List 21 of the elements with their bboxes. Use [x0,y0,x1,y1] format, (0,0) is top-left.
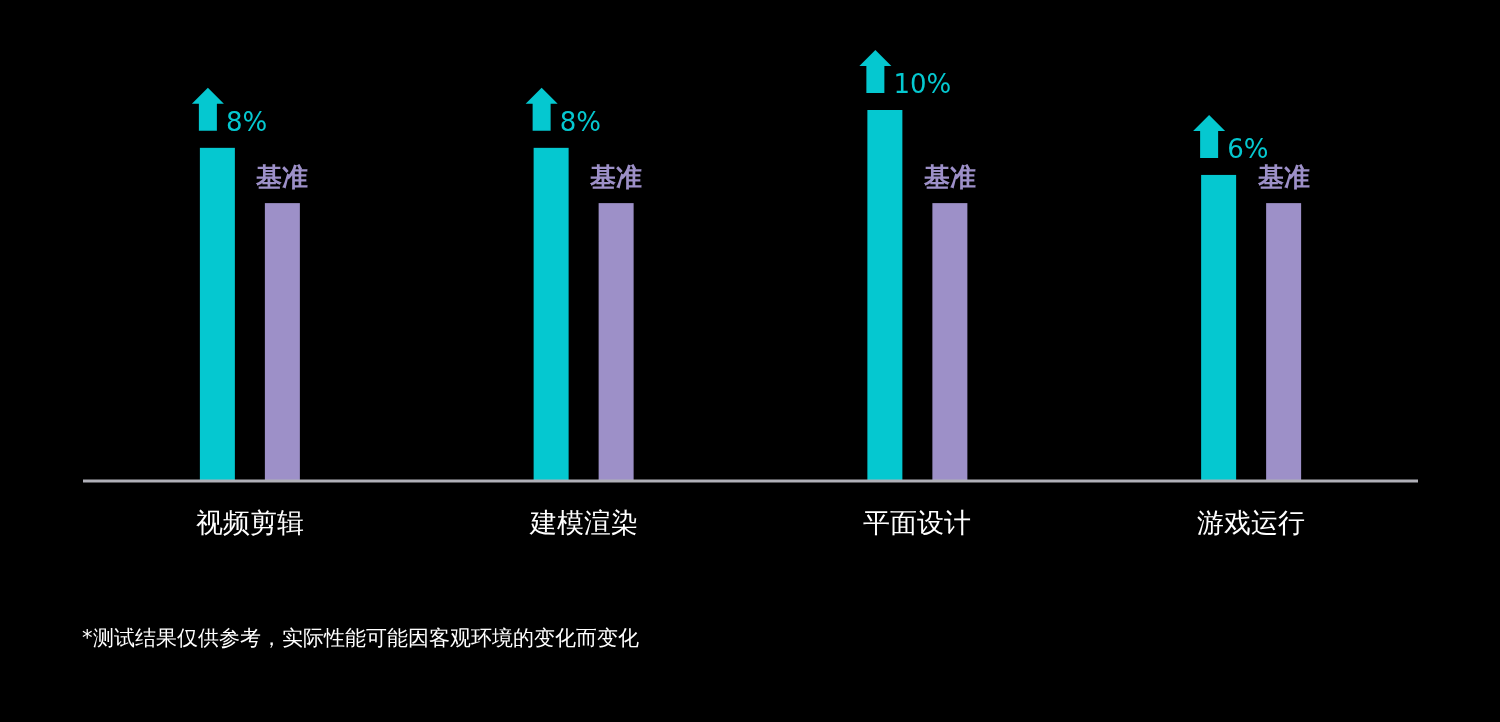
x-tick-label: 游戏运行 [1197,507,1306,538]
annotation: 基准 [922,162,976,193]
annotation: 8% [225,106,268,137]
bar [1266,203,1302,481]
bar [1201,174,1237,481]
annotation: 基准 [255,162,309,193]
bar [264,203,300,481]
x-tick-label: 平面设计 [863,507,972,538]
bar [199,147,235,481]
annotation: 6% [1227,133,1269,164]
bar [867,110,903,481]
bar [598,203,634,481]
text: *测试结果仅供参考，实际性能可能因客观环境的变化而变化 [82,626,639,650]
annotation: 基准 [1256,162,1310,193]
bar [533,147,569,481]
x-tick-label: 视频剪辑 [195,507,304,538]
annotation: 基准 [589,162,643,193]
x-tick-label: 建模渲染 [528,507,638,538]
annotation: 8% [559,106,601,137]
text: 10% [893,69,952,99]
bar [932,203,968,481]
